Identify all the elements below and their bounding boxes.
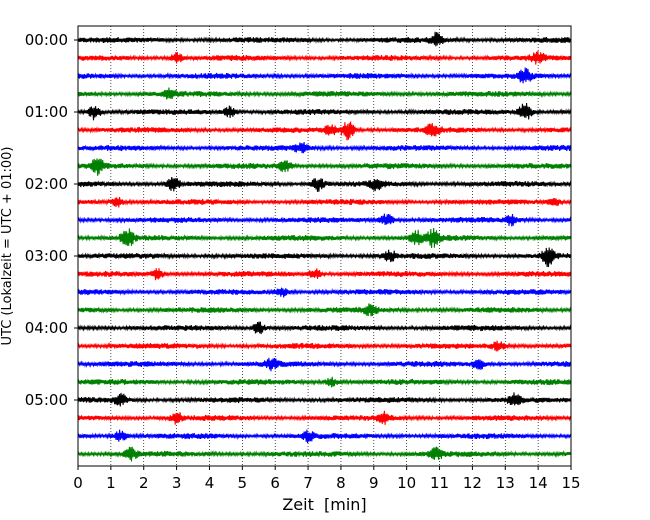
y-axis-label: UTC (Lokalzeit = UTC + 01:00) bbox=[0, 147, 15, 346]
y-axis-ticks: 00:00 01:00 02:00 03:00 04:00 05:00 bbox=[25, 31, 78, 409]
trace-0015 bbox=[77, 50, 572, 65]
y-tick-label: 02:00 bbox=[25, 175, 68, 193]
x-tick-label: 10 bbox=[397, 474, 416, 492]
trace-0000 bbox=[77, 31, 572, 47]
plot-frame bbox=[77, 25, 572, 467]
trace-0545 bbox=[77, 446, 572, 462]
trace-0530 bbox=[77, 429, 572, 444]
x-tick-label: 8 bbox=[336, 474, 346, 492]
x-tick-label: 6 bbox=[270, 474, 280, 492]
trace-0030 bbox=[77, 67, 572, 84]
trace-0400 bbox=[77, 321, 572, 335]
trace-0045 bbox=[77, 87, 572, 100]
trace-0215 bbox=[77, 197, 572, 208]
grid-lines bbox=[110, 26, 539, 466]
y-tick-label: 05:00 bbox=[25, 391, 68, 409]
x-tick-label: 0 bbox=[73, 474, 83, 492]
y-tick-label: 04:00 bbox=[25, 319, 68, 337]
trace-0230 bbox=[77, 213, 572, 227]
x-tick-label: 5 bbox=[238, 474, 248, 492]
x-tick-label: 3 bbox=[172, 474, 182, 492]
trace-0300 bbox=[77, 247, 572, 268]
x-tick-label: 9 bbox=[369, 474, 379, 492]
trace-0200 bbox=[77, 176, 572, 192]
trace-0500 bbox=[77, 392, 572, 407]
trace-0330 bbox=[77, 287, 572, 298]
x-axis-ticks: 0 1 2 3 4 5 6 7 8 9 10 11 12 13 14 15 bbox=[73, 466, 581, 492]
x-tick-label: 11 bbox=[430, 474, 449, 492]
x-tick-label: 15 bbox=[561, 474, 580, 492]
trace-0430 bbox=[77, 357, 572, 372]
x-tick-label: 12 bbox=[463, 474, 482, 492]
trace-0100 bbox=[77, 102, 572, 121]
trace-0415 bbox=[77, 340, 572, 352]
trace-0445 bbox=[77, 376, 572, 388]
x-tick-label: 1 bbox=[106, 474, 116, 492]
y-tick-label: 01:00 bbox=[25, 103, 68, 121]
y-tick-label: 03:00 bbox=[25, 247, 68, 265]
x-tick-label: 14 bbox=[529, 474, 548, 492]
x-tick-label: 7 bbox=[303, 474, 313, 492]
trace-0345 bbox=[77, 303, 572, 317]
x-tick-label: 13 bbox=[496, 474, 515, 492]
trace-0145 bbox=[77, 158, 572, 176]
x-tick-label: 4 bbox=[205, 474, 215, 492]
trace-0315 bbox=[77, 268, 572, 281]
y-tick-label: 00:00 bbox=[25, 31, 68, 49]
trace-0515 bbox=[77, 410, 572, 425]
traces bbox=[77, 31, 572, 462]
trace-0130 bbox=[77, 141, 572, 154]
x-axis-label: Zeit [min] bbox=[282, 495, 366, 514]
trace-0245 bbox=[77, 227, 572, 249]
x-tick-label: 2 bbox=[139, 474, 149, 492]
trace-0115 bbox=[77, 121, 572, 141]
